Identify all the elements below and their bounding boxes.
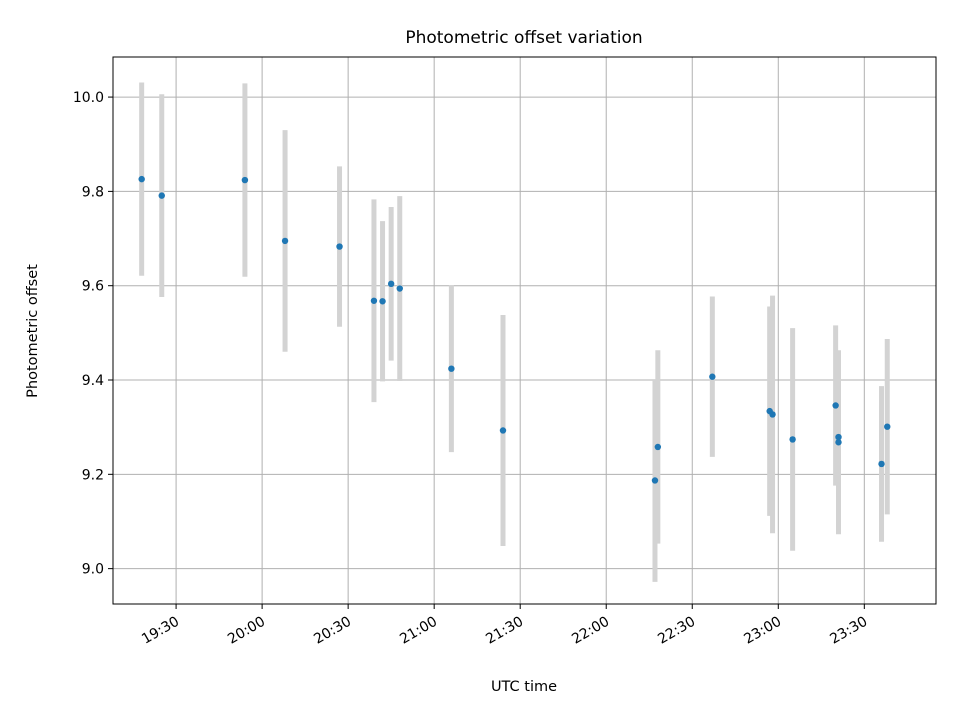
data-point bbox=[835, 433, 842, 441]
y-tick-label: 9.6 bbox=[82, 279, 104, 295]
data-point bbox=[379, 298, 386, 305]
data-point bbox=[241, 176, 249, 184]
data-point bbox=[832, 402, 839, 409]
data-point bbox=[158, 192, 165, 199]
y-axis-label: Photometric offset bbox=[25, 264, 41, 398]
data-point bbox=[884, 423, 891, 430]
data-point bbox=[336, 243, 343, 250]
data-point bbox=[709, 373, 716, 380]
grid bbox=[113, 57, 936, 604]
y-tick-label: 9.4 bbox=[82, 373, 104, 389]
data-point bbox=[448, 365, 455, 372]
data-point bbox=[138, 175, 145, 183]
plot-area bbox=[113, 57, 936, 604]
data-point bbox=[281, 237, 289, 245]
x-axis-label: UTC time bbox=[491, 679, 557, 695]
data-point bbox=[396, 285, 403, 292]
y-tick-label: 9.0 bbox=[82, 562, 104, 578]
data-point bbox=[878, 460, 885, 468]
y-tick-label: 9.2 bbox=[82, 467, 104, 483]
y-tick-label: 10.0 bbox=[73, 90, 104, 106]
data-point bbox=[499, 427, 507, 434]
data-point bbox=[651, 477, 659, 484]
data-point bbox=[769, 411, 776, 418]
data-point bbox=[370, 297, 378, 304]
data-points bbox=[138, 175, 891, 484]
data-point bbox=[387, 280, 395, 288]
plot-frame bbox=[112, 56, 937, 605]
data-point bbox=[789, 436, 796, 443]
y-tick-label: 9.8 bbox=[82, 184, 104, 200]
y-axis-ticks: 9.0 9.2 9.4 9.6 9.8 10.0 bbox=[73, 90, 113, 578]
chart-title: Photometric offset variation bbox=[405, 28, 642, 48]
data-point bbox=[654, 443, 662, 451]
data-point bbox=[835, 439, 842, 446]
